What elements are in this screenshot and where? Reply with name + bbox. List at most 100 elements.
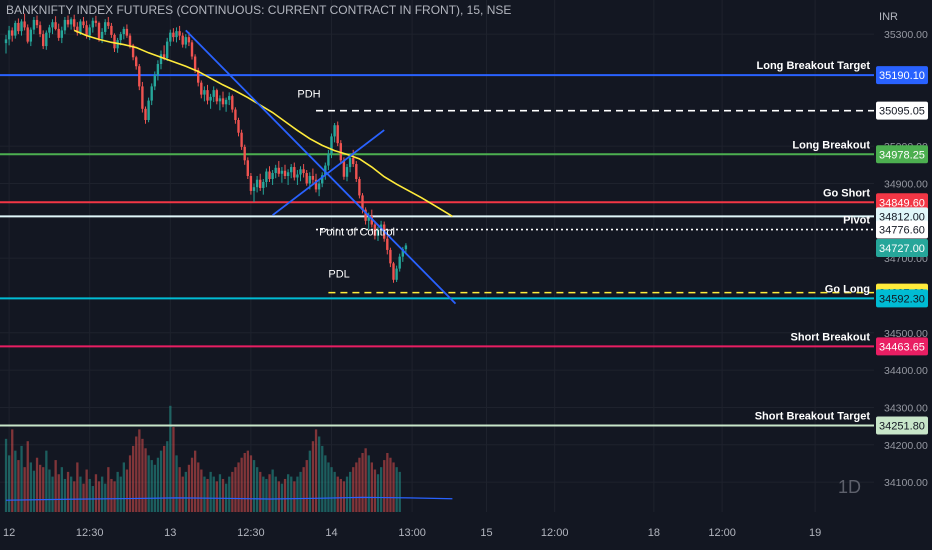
volume-bar [293,481,296,512]
candle-body [113,34,116,49]
candle-body [187,37,191,43]
candle-body [389,249,392,264]
volume-bar [209,471,212,512]
volume-bar [370,462,373,512]
candle-body [97,22,101,39]
volume-bar [85,469,88,512]
price-tick-label: 34300.00 [884,402,928,414]
candle-body [54,22,57,29]
volume-bar [48,469,51,512]
price-axis[interactable]: 35300.0035000.0034900.0034700.0034500.00… [876,29,928,489]
trendline [272,129,385,216]
level-label: Short Breakout [791,331,871,343]
level-label: Long Breakout Target [757,60,871,72]
volume-bar [141,438,144,512]
candle-body [255,179,259,188]
volume-bar [116,471,119,512]
candle-body [82,21,85,26]
level-label: Go Short [823,187,870,199]
volume-bar [138,429,141,512]
candle-body [268,171,271,179]
candle-body [348,158,352,168]
volume-bar [330,467,333,512]
candle-body [48,27,51,33]
chart-annotations: Point of Control PDH PDL [297,89,395,281]
candle-body [23,21,26,28]
volume-bar [203,476,206,512]
candle-body [17,22,20,32]
candle-body [321,175,324,184]
volume-bar [215,481,218,512]
candle-body [286,172,290,176]
price-level-badge [876,145,928,164]
candle-body [243,146,246,161]
candle-body [203,90,206,95]
candle-body [206,90,209,101]
candle-body [215,90,218,102]
volume-bar [206,478,209,512]
candle-body [376,229,380,236]
candle-body [336,125,339,144]
candle-body [138,66,141,87]
volume-bar [249,455,253,512]
volume-bar [318,436,321,512]
candle-body [85,25,88,36]
candle-body [147,100,150,120]
level-label: Pivot [843,215,870,227]
volume-bar [153,464,156,512]
volume-bar [352,467,355,512]
time-tick-label: 12:30 [237,527,265,539]
volume-bar [45,450,48,512]
volume-bar [14,450,17,512]
candle-body [35,19,39,26]
candle-body [262,181,265,188]
candle-body [150,86,153,101]
volume-bar [172,427,175,512]
candle-body [20,21,23,32]
volume-bar [339,478,342,512]
candle-body [125,28,129,36]
volume-bar [218,474,222,512]
volume-bar [277,481,280,512]
volume-bar [166,441,169,512]
time-axis[interactable]: 12 12:30 13 12:30 14 13:00 15 12:00 18 12:00 19 [3,527,821,539]
volume-bar [287,474,290,512]
candle-body [218,98,222,102]
candle-body [259,179,262,188]
volume-bar [358,457,361,512]
candle-body [4,39,8,44]
candle-body [166,41,169,59]
volume-bar [237,462,240,512]
interval-watermark: 1D [838,477,861,497]
candle-body [42,34,45,47]
candle-body [122,28,125,35]
chart-annotation: Point of Control [319,227,395,239]
candle-body [14,22,17,36]
candle-body [153,75,156,87]
price-level-value: 34592.30 [879,293,925,305]
volume-bar [76,462,79,512]
volume-bar [197,462,200,512]
candle-body [249,176,253,191]
price-tick-label: 34500.00 [884,328,928,340]
candle-body [107,22,110,26]
volume-bar [54,460,57,512]
volume-bar [321,445,324,512]
candle-body [302,169,305,174]
volume-bar [88,478,91,512]
volume-bar [302,467,305,512]
candle-body [355,164,358,179]
candle-body [159,54,163,64]
level-label: Long Breakout [792,139,870,151]
volume-bar [110,478,113,512]
volume-bar [125,469,129,512]
volume-bar [66,471,70,512]
volume-bar [107,467,110,512]
time-tick-label: 18 [648,527,660,539]
volume-bar [113,481,116,512]
volume-bar [35,457,39,512]
volume-bar [221,478,225,512]
candle-body [386,238,389,250]
volume-bar [246,450,249,512]
